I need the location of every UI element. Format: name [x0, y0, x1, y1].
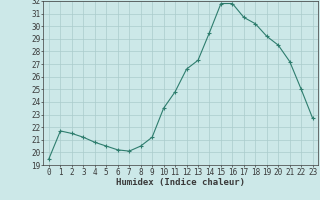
X-axis label: Humidex (Indice chaleur): Humidex (Indice chaleur) — [116, 178, 245, 187]
